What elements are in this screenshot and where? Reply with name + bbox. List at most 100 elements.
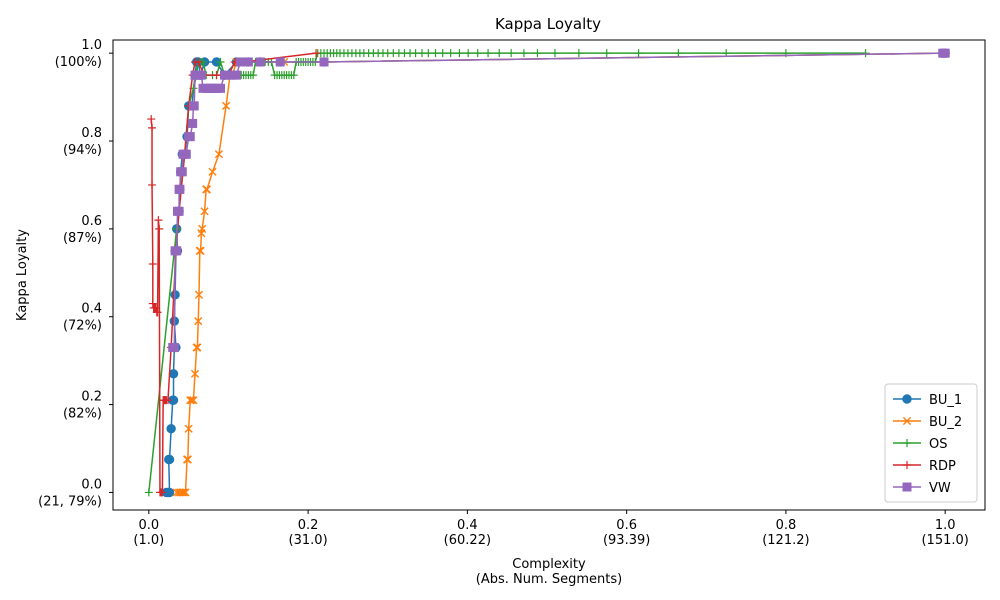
x-tick-label: 0.6 (93.39) xyxy=(603,518,650,548)
data-point-os xyxy=(507,49,516,58)
data-point-os xyxy=(574,49,583,58)
data-point-vw xyxy=(216,83,226,93)
data-point-bu-2 xyxy=(181,488,190,497)
data-point-bu-2 xyxy=(208,167,217,176)
legend-marker-os xyxy=(903,439,911,447)
data-point-rdp xyxy=(212,71,221,80)
x-axis-title: Complexity (Abs. Num. Segments) xyxy=(476,557,623,587)
data-point-os xyxy=(424,49,433,58)
legend-item-bu-1: BU_1 xyxy=(893,393,962,408)
legend-item-os: OS xyxy=(893,437,947,452)
data-point-rdp xyxy=(148,180,157,189)
data-point-vw xyxy=(275,57,285,67)
legend-marker-bu-2 xyxy=(902,416,912,426)
legend-label-bu-1: BU_1 xyxy=(929,393,962,408)
data-point-vw xyxy=(196,70,206,80)
data-point-bu-2 xyxy=(198,224,207,233)
data-point-vw xyxy=(319,57,329,67)
data-point-rdp xyxy=(158,488,167,497)
y-tick-label: 1.0 (100%) xyxy=(55,38,102,70)
plot-area: 0.0 (1.0) 0.2 (31.0) 0.4 (60.22) 0.6 (93.39) 0.8… xyxy=(15,38,986,587)
data-point-rdp xyxy=(155,224,164,233)
data-point-os xyxy=(289,71,298,80)
y-tick-label: 0.6 (87%) xyxy=(63,214,102,246)
y-tick-label: 0.4 (72%) xyxy=(63,302,102,334)
data-point-os xyxy=(455,49,464,58)
x-tick-label: 0.2 (31.0) xyxy=(289,518,328,548)
chart-title: Kappa Loyalty xyxy=(495,15,601,33)
data-point-bu-2 xyxy=(221,101,231,110)
data-point-vw xyxy=(940,48,950,58)
data-point-vw xyxy=(169,342,179,352)
data-point-rdp xyxy=(163,396,172,405)
data-point-vw xyxy=(185,132,195,142)
series-vw xyxy=(168,48,950,352)
data-point-bu-1 xyxy=(164,454,175,465)
data-point-os xyxy=(519,49,528,58)
data-point-vw xyxy=(188,118,198,128)
data-point-bu-2 xyxy=(178,488,187,497)
data-point-os xyxy=(495,49,504,58)
data-point-bu-1 xyxy=(164,487,175,498)
data-point-bu-2 xyxy=(187,396,196,405)
data-point-os xyxy=(473,49,482,58)
data-point-rdp xyxy=(194,57,203,66)
data-point-vw xyxy=(174,206,184,216)
data-point-vw xyxy=(189,101,199,111)
data-point-os xyxy=(446,49,455,58)
data-point-rdp xyxy=(148,123,157,132)
y-tick-label: 0.8 (94%) xyxy=(63,126,102,158)
data-point-bu-2 xyxy=(189,396,198,405)
data-point-os xyxy=(602,49,611,58)
data-point-bu-2 xyxy=(196,246,205,255)
y-tick-label: 0.0 (21, 79%) xyxy=(38,477,102,509)
data-point-os xyxy=(674,49,683,58)
x-tick-label: 0.0 (1.0) xyxy=(133,518,164,548)
data-point-os xyxy=(144,488,153,497)
legend: BU_1 BU_2 OS RDP VW xyxy=(884,383,978,503)
data-point-vw xyxy=(175,184,185,194)
data-point-os xyxy=(464,49,473,58)
data-point-os xyxy=(861,49,870,58)
legend-item-rdp: RDP xyxy=(893,459,956,474)
data-point-vw xyxy=(181,149,191,159)
legend-label-bu-2: BU_2 xyxy=(929,415,962,430)
y-axis-title: Kappa Loyalty xyxy=(15,229,30,321)
data-point-os xyxy=(438,49,447,58)
data-point-bu-2 xyxy=(186,396,195,405)
data-point-os xyxy=(550,49,559,58)
data-point-os xyxy=(484,49,493,58)
data-point-vw xyxy=(231,70,241,80)
legend-box xyxy=(884,383,978,503)
legend-marker-rdp xyxy=(903,461,911,469)
legend-label-os: OS xyxy=(929,437,947,452)
data-point-os xyxy=(249,71,258,80)
data-point-bu-2 xyxy=(214,150,224,159)
data-point-bu-2 xyxy=(194,317,203,326)
data-point-rdp xyxy=(147,115,156,124)
data-point-bu-2 xyxy=(179,488,188,497)
plot-frame xyxy=(112,39,986,511)
x-tick-label: 1.0 (151.0) xyxy=(921,518,968,548)
data-point-vw xyxy=(235,57,245,67)
legend-label-rdp: RDP xyxy=(929,459,956,474)
data-point-rdp xyxy=(153,308,162,317)
data-point-os xyxy=(216,57,225,66)
x-tick-label: 0.8 (121.2) xyxy=(762,518,809,548)
data-point-os xyxy=(634,49,643,58)
data-point-rdp xyxy=(312,49,321,58)
data-point-bu-1 xyxy=(166,424,176,434)
data-point-vw xyxy=(177,167,187,177)
data-point-bu-2 xyxy=(190,369,200,378)
data-point-rdp xyxy=(152,303,161,312)
x-tick-label: 0.4 (60.22) xyxy=(444,518,491,548)
data-point-os xyxy=(533,49,542,58)
data-point-vw xyxy=(255,57,265,67)
legend-item-bu-2: BU_2 xyxy=(893,415,962,430)
data-point-bu-2 xyxy=(183,455,192,464)
data-point-vw xyxy=(172,246,182,256)
data-point-vw xyxy=(243,57,253,67)
legend-marker-vw xyxy=(902,482,912,492)
